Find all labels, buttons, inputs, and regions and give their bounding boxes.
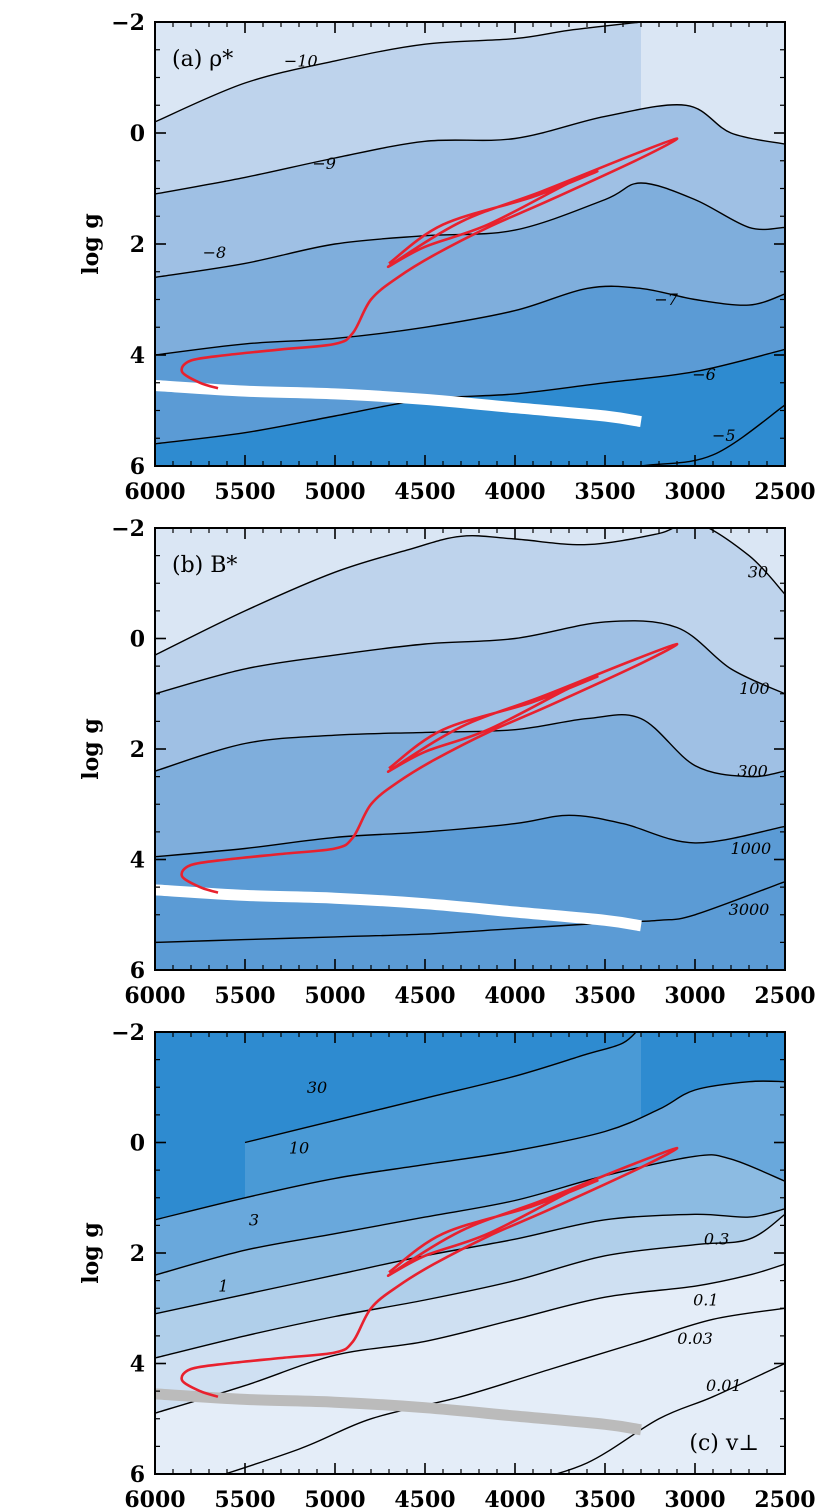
contour-line-30 (155, 528, 785, 656)
contour-label: 30 (307, 1078, 327, 1097)
x-tick-label: 2500 (754, 983, 815, 1009)
contour-line-7 (155, 285, 785, 356)
contour-label: 0.3 (704, 1230, 729, 1249)
contour-line-0p03 (222, 1307, 785, 1474)
panel-a: −10 −9 −8 −7 −6 −5 6000 5500 5000 4500 4000 3500 300… (78, 10, 816, 505)
contour-label: 1000 (730, 839, 771, 858)
contour-line-0p1 (155, 1263, 785, 1414)
y-tick-label: 0 (130, 121, 145, 147)
contour-label: 10 (289, 1139, 309, 1158)
y-axis-label: log g (78, 213, 104, 274)
contour-line-6 (155, 348, 785, 445)
contour-label: −5 (712, 426, 736, 445)
x-tick-label: 5500 (214, 1487, 275, 1512)
x-tick-label: 3500 (574, 983, 635, 1009)
y-tick-label: 0 (130, 1131, 145, 1157)
x-tick-label: 5000 (304, 479, 365, 505)
plot-area (155, 1032, 785, 1474)
panel-c: 30 10 3 1 0.3 0.1 0.03 0.01 6000 5500 5000 4500 4000… (78, 1020, 816, 1512)
contour-line-3 (155, 1154, 785, 1276)
x-tick-label: 3000 (664, 1487, 725, 1512)
x-tick-label: 3500 (574, 479, 635, 505)
y-tick-label: 6 (130, 454, 145, 480)
y-tick-label: −2 (111, 516, 145, 542)
contour-line-9 (155, 104, 785, 195)
y-tick-label: 2 (130, 1241, 145, 1267)
y-tick-label: −2 (111, 1020, 145, 1046)
y-tick-label: 2 (130, 737, 145, 763)
contour-label: −9 (312, 154, 336, 173)
y-axis-label: log g (78, 1222, 104, 1283)
plot-area (155, 528, 785, 970)
x-tick-label: 3500 (574, 1487, 635, 1512)
contour-line-8 (155, 182, 785, 278)
contour-label: 300 (737, 762, 768, 781)
main-sequence-band (155, 1388, 642, 1436)
evolutionary-track (180, 137, 679, 390)
x-tick-label: 6000 (124, 983, 185, 1009)
panel-label: (c) v⊥ (689, 1431, 759, 1456)
y-tick-label: 4 (130, 343, 145, 369)
y-tick-label: 2 (130, 232, 145, 258)
contour-label: 100 (739, 679, 770, 698)
y-axis-label: log g (78, 718, 104, 779)
x-tick-label: 2500 (754, 479, 815, 505)
y-tick-label: −2 (111, 10, 145, 36)
x-tick-label: 4500 (394, 1487, 455, 1512)
contour-line-300 (155, 713, 785, 778)
fill-band (641, 405, 785, 466)
contour-line-3000 (155, 880, 785, 944)
plot-area (155, 22, 785, 466)
x-tick-label: 5000 (304, 983, 365, 1009)
x-tick-label: 3000 (664, 479, 725, 505)
x-tick-label: 2500 (754, 1487, 815, 1512)
contour-label: 3000 (729, 900, 770, 919)
fill-band (155, 881, 785, 970)
evolutionary-track (180, 1146, 679, 1398)
fill-band (556, 1363, 785, 1474)
x-tick-label: 4500 (394, 983, 455, 1009)
contour-line-0p01 (553, 1362, 785, 1474)
x-tick-label: 4500 (394, 479, 455, 505)
contour-line-30 (244, 1032, 638, 1144)
x-tick-label: 6000 (124, 479, 185, 505)
x-tick-label: 6000 (124, 1487, 185, 1512)
x-tick-label: 3000 (664, 983, 725, 1009)
contour-line-0p3 (155, 1213, 785, 1359)
contour-line-100 (155, 620, 785, 695)
main-sequence-band (155, 884, 642, 932)
contour-line-10 (155, 1080, 785, 1221)
y-tick-label: 4 (130, 848, 145, 874)
y-tick-label: 6 (130, 958, 145, 984)
x-tick-label: 4000 (484, 983, 545, 1009)
y-tick-label: 0 (130, 627, 145, 653)
contour-line-10 (155, 22, 642, 123)
contour-label: 1 (218, 1277, 228, 1296)
evolutionary-track (180, 642, 679, 894)
contour-label: −10 (284, 51, 318, 70)
contour-label: 30 (748, 563, 768, 582)
y-tick-label: 6 (130, 1462, 145, 1488)
x-tick-label: 5500 (214, 983, 275, 1009)
panel-label: (a) ρ* (172, 47, 233, 72)
contour-label: 0.03 (677, 1329, 713, 1348)
contour-label: −6 (692, 365, 716, 384)
contour-label: −7 (654, 290, 678, 309)
panel-b: 30 100 300 1000 3000 6000 5500 5000 4500 4000 3500… (78, 516, 816, 1009)
contour-line-1000 (155, 814, 785, 858)
contour-line-5 (635, 404, 785, 466)
x-tick-label: 4000 (484, 1487, 545, 1512)
contour-label: 0.1 (693, 1290, 718, 1309)
contour-label: 3 (249, 1210, 259, 1229)
x-tick-label: 5000 (304, 1487, 365, 1512)
x-tick-label: 5500 (214, 479, 275, 505)
contour-label: −8 (203, 243, 227, 262)
x-tick-label: 4000 (484, 479, 545, 505)
contour-label: 0.01 (706, 1376, 742, 1395)
panel-label: (b) B* (172, 553, 237, 578)
y-tick-label: 4 (130, 1352, 145, 1378)
contour-line-1 (155, 1208, 785, 1315)
main-sequence-band (155, 380, 642, 428)
